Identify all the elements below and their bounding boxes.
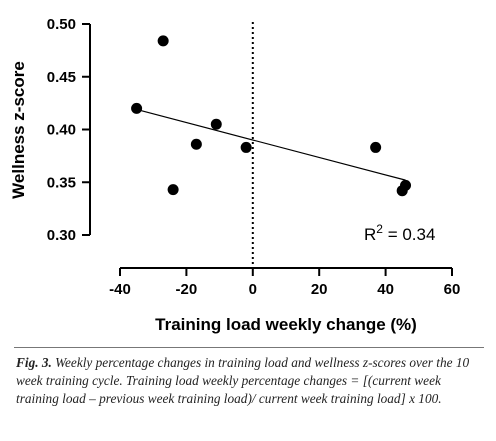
r-squared-superscript: 2 xyxy=(376,222,383,236)
y-tick-label: 0.30 xyxy=(47,227,76,244)
x-tick-label: 60 xyxy=(444,281,461,298)
data-point xyxy=(400,179,412,191)
data-point xyxy=(157,35,169,47)
x-tick-label: 0 xyxy=(249,281,257,298)
x-tick-label: 20 xyxy=(311,281,328,298)
scatter-chart: 0.30 0.35 0.40 0.45 0.50 -40 -20 0 20 40 60 Wellne… xyxy=(9,16,461,334)
plot-area: 0.30 0.35 0.40 0.45 0.50 -40 -20 0 20 40 60 xyxy=(47,16,461,298)
y-axis-title: Wellness z-score xyxy=(9,61,28,199)
y-tick-label: 0.40 xyxy=(47,122,76,139)
y-tick-label: 0.35 xyxy=(47,174,76,191)
data-point xyxy=(190,138,202,150)
data-point xyxy=(240,141,252,153)
data-point xyxy=(370,141,382,153)
r-squared-prefix: R xyxy=(364,225,376,244)
data-point xyxy=(210,118,222,130)
y-tick-label: 0.45 xyxy=(47,69,76,86)
regression-line xyxy=(136,108,406,181)
x-tick-label: -20 xyxy=(176,281,198,298)
y-tick-label: 0.50 xyxy=(47,16,76,33)
figure-caption: Fig. 3. Weekly percentage changes in tra… xyxy=(16,354,486,408)
x-tick-label: -40 xyxy=(109,281,131,298)
caption-text: Weekly percentage changes in training lo… xyxy=(16,355,470,406)
r-squared-annotation: R2 = 0.34 xyxy=(364,222,435,244)
r-squared-value: = 0.34 xyxy=(383,225,435,244)
caption-divider xyxy=(14,347,484,348)
caption-label: Fig. 3. xyxy=(16,355,52,370)
x-axis-title: Training load weekly change (%) xyxy=(155,315,417,334)
x-tick-label: 40 xyxy=(377,281,394,298)
data-point xyxy=(131,102,143,114)
data-point xyxy=(167,184,179,196)
